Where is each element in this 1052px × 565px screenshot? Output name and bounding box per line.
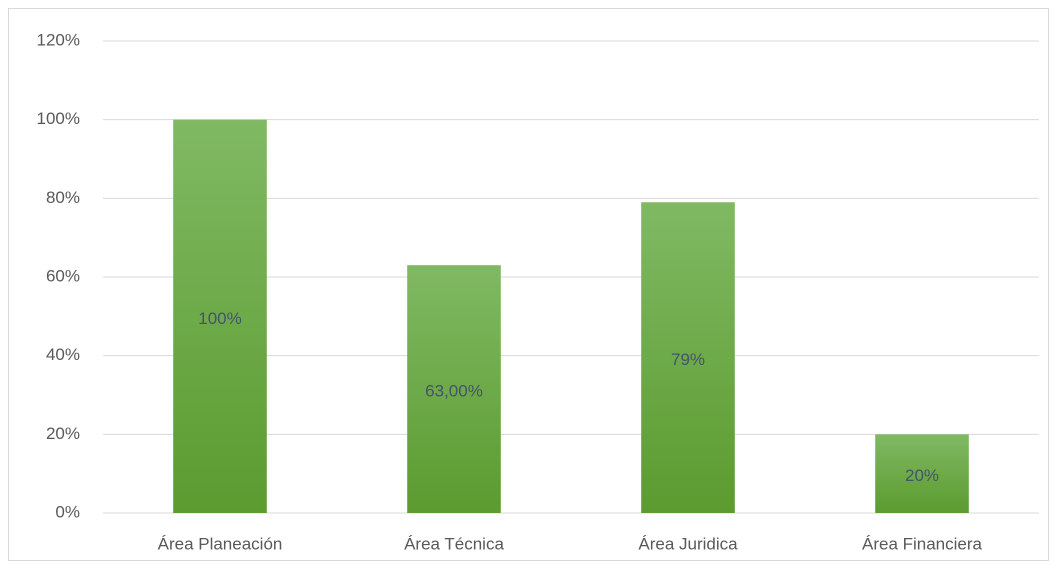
x-tick-label: Área Técnica [404,534,504,553]
value-label: 79% [671,350,705,369]
y-tick-label: 0% [55,502,80,521]
y-tick-label: 80% [46,188,80,207]
y-tick-label: 100% [37,109,80,128]
x-tick-label: Área Planeación [158,534,283,553]
y-tick-label: 20% [46,424,80,443]
bar [875,434,969,513]
x-tick-label: Área Financiera [862,534,983,553]
y-tick-label: 120% [37,30,80,49]
value-label: 20% [905,466,939,485]
value-label: 100% [198,309,241,328]
bar [641,202,735,513]
bar [407,265,501,513]
value-label: 63,00% [425,382,483,401]
y-tick-label: 60% [46,266,80,285]
x-tick-label: Área Juridica [638,534,738,553]
bar [173,119,267,514]
y-tick-label: 40% [46,345,80,364]
